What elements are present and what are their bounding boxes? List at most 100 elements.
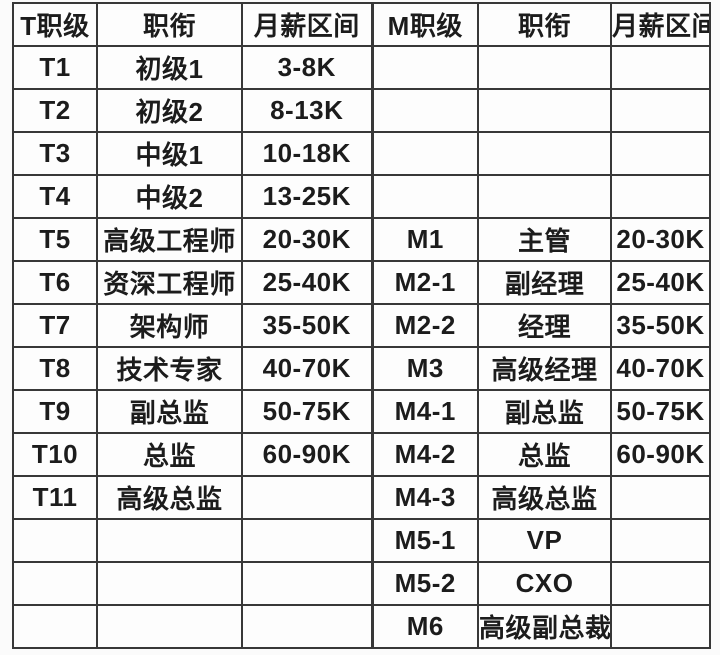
table-row: T8 技术专家 40-70K M3 高级经理 40-70K <box>12 346 711 391</box>
table-cell <box>477 88 612 133</box>
table-cell: 高级总监 <box>96 475 243 520</box>
table-cell <box>241 518 373 563</box>
table-cell: T7 <box>12 303 98 348</box>
table-cell: 副总监 <box>477 389 612 434</box>
table-cell <box>96 518 243 563</box>
table-row: T4 中级2 13-25K <box>12 174 711 219</box>
table-cell: 25-40K <box>610 260 711 305</box>
table-cell <box>241 604 373 649</box>
table-cell: 架构师 <box>96 303 243 348</box>
table-cell: 13-25K <box>241 174 373 219</box>
table-cell <box>610 174 711 219</box>
table-cell: 50-75K <box>610 389 711 434</box>
table-cell: 技术专家 <box>96 346 243 391</box>
table-row: T1 初级1 3-8K <box>12 45 711 90</box>
table-cell: M4-2 <box>370 432 479 477</box>
header-cell: 职衔 <box>477 2 612 47</box>
salary-level-table-wrap: T职级 职衔 月薪区间 M职级 职衔 月薪区间 T1 初级1 3-8K T2 初级2 8-13K T3… <box>12 2 711 649</box>
table-cell <box>241 475 373 520</box>
table-cell <box>610 561 711 606</box>
table-cell: M6 <box>370 604 479 649</box>
table-cell <box>241 561 373 606</box>
table-cell: 40-70K <box>610 346 711 391</box>
table-cell <box>12 604 98 649</box>
table-cell <box>370 174 479 219</box>
table-cell: 总监 <box>96 432 243 477</box>
table-cell <box>610 604 711 649</box>
table-cell: VP <box>477 518 612 563</box>
table-cell <box>477 174 612 219</box>
header-cell: 月薪区间 <box>241 2 373 47</box>
table-cell: M3 <box>370 346 479 391</box>
table-cell: T9 <box>12 389 98 434</box>
table-row: M5-1 VP <box>12 518 711 563</box>
table-cell <box>610 88 711 133</box>
table-cell: 20-30K <box>241 217 373 262</box>
header-cell: M职级 <box>370 2 479 47</box>
table-cell: 副经理 <box>477 260 612 305</box>
table-row: T10 总监 60-90K M4-2 总监 60-90K <box>12 432 711 477</box>
table-cell <box>610 45 711 90</box>
table-cell: 高级工程师 <box>96 217 243 262</box>
table-cell <box>610 131 711 176</box>
table-cell: T11 <box>12 475 98 520</box>
table-body: T1 初级1 3-8K T2 初级2 8-13K T3 中级1 10-18K T4 中级2 13-25… <box>12 45 711 649</box>
table-cell <box>370 131 479 176</box>
table-cell: T4 <box>12 174 98 219</box>
table-cell <box>96 604 243 649</box>
table-cell: 25-40K <box>241 260 373 305</box>
table-cell: CXO <box>477 561 612 606</box>
table-cell <box>12 518 98 563</box>
table-cell: M2-1 <box>370 260 479 305</box>
table-cell: 60-90K <box>610 432 711 477</box>
table-row: M5-2 CXO <box>12 561 711 606</box>
table-cell: T8 <box>12 346 98 391</box>
table-cell: 40-70K <box>241 346 373 391</box>
table-cell: T2 <box>12 88 98 133</box>
table-cell: 20-30K <box>610 217 711 262</box>
table-cell: M5-1 <box>370 518 479 563</box>
table-cell: 高级经理 <box>477 346 612 391</box>
table-cell <box>370 45 479 90</box>
table-cell: 经理 <box>477 303 612 348</box>
table-cell: 中级2 <box>96 174 243 219</box>
header-cell: T职级 <box>12 2 98 47</box>
table-cell: T6 <box>12 260 98 305</box>
table-row: T5 高级工程师 20-30K M1 主管 20-30K <box>12 217 711 262</box>
table-cell <box>610 518 711 563</box>
table-cell: 总监 <box>477 432 612 477</box>
table-cell: 35-50K <box>610 303 711 348</box>
header-row: T职级 职衔 月薪区间 M职级 职衔 月薪区间 <box>12 2 711 47</box>
table-cell: M1 <box>370 217 479 262</box>
table-cell <box>610 475 711 520</box>
table-row: T7 架构师 35-50K M2-2 经理 35-50K <box>12 303 711 348</box>
table-cell: M2-2 <box>370 303 479 348</box>
table-row: T2 初级2 8-13K <box>12 88 711 133</box>
table-cell <box>12 561 98 606</box>
table-cell <box>477 131 612 176</box>
table-cell: 初级2 <box>96 88 243 133</box>
table-cell: 资深工程师 <box>96 260 243 305</box>
table-cell: 10-18K <box>241 131 373 176</box>
table-cell: 副总监 <box>96 389 243 434</box>
table-cell: 主管 <box>477 217 612 262</box>
table-cell <box>370 88 479 133</box>
table-row: M6 高级副总裁 <box>12 604 711 649</box>
table-cell: 60-90K <box>241 432 373 477</box>
table-cell: T5 <box>12 217 98 262</box>
table-cell: M4-3 <box>370 475 479 520</box>
table-cell: T1 <box>12 45 98 90</box>
table-cell: M4-1 <box>370 389 479 434</box>
table-row: T9 副总监 50-75K M4-1 副总监 50-75K <box>12 389 711 434</box>
table-cell: 50-75K <box>241 389 373 434</box>
table-cell: 初级1 <box>96 45 243 90</box>
table-cell: T10 <box>12 432 98 477</box>
table-cell <box>96 561 243 606</box>
table-cell: 3-8K <box>241 45 373 90</box>
header-cell: 月薪区间 <box>610 2 711 47</box>
salary-level-table: T职级 职衔 月薪区间 M职级 职衔 月薪区间 T1 初级1 3-8K T2 初级2 8-13K T3… <box>12 2 711 649</box>
table-cell: 8-13K <box>241 88 373 133</box>
table-cell: M5-2 <box>370 561 479 606</box>
table-cell: T3 <box>12 131 98 176</box>
table-cell: 高级总监 <box>477 475 612 520</box>
